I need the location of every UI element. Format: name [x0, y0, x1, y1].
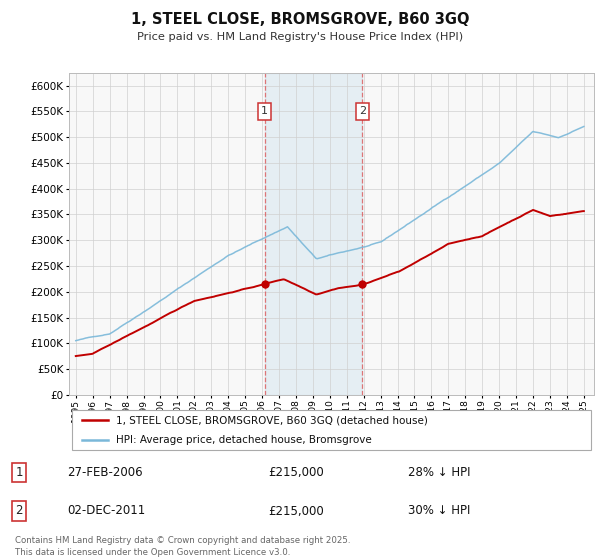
Text: 2: 2 — [359, 106, 366, 116]
Text: 02-DEC-2011: 02-DEC-2011 — [67, 505, 146, 517]
Text: 30% ↓ HPI: 30% ↓ HPI — [408, 505, 470, 517]
Text: £215,000: £215,000 — [268, 466, 324, 479]
Text: 27-FEB-2006: 27-FEB-2006 — [67, 466, 143, 479]
Text: Price paid vs. HM Land Registry's House Price Index (HPI): Price paid vs. HM Land Registry's House … — [137, 32, 463, 42]
Text: 1, STEEL CLOSE, BROMSGROVE, B60 3GQ: 1, STEEL CLOSE, BROMSGROVE, B60 3GQ — [131, 12, 469, 27]
Text: 1, STEEL CLOSE, BROMSGROVE, B60 3GQ (detached house): 1, STEEL CLOSE, BROMSGROVE, B60 3GQ (det… — [116, 415, 428, 425]
Text: HPI: Average price, detached house, Bromsgrove: HPI: Average price, detached house, Brom… — [116, 435, 372, 445]
Text: 1: 1 — [15, 466, 23, 479]
FancyBboxPatch shape — [71, 410, 592, 450]
Text: 2: 2 — [15, 505, 23, 517]
Text: £215,000: £215,000 — [268, 505, 324, 517]
Text: 1: 1 — [261, 106, 268, 116]
Bar — [265, 73, 362, 395]
Text: 28% ↓ HPI: 28% ↓ HPI — [408, 466, 470, 479]
Text: Contains HM Land Registry data © Crown copyright and database right 2025.
This d: Contains HM Land Registry data © Crown c… — [15, 536, 350, 557]
